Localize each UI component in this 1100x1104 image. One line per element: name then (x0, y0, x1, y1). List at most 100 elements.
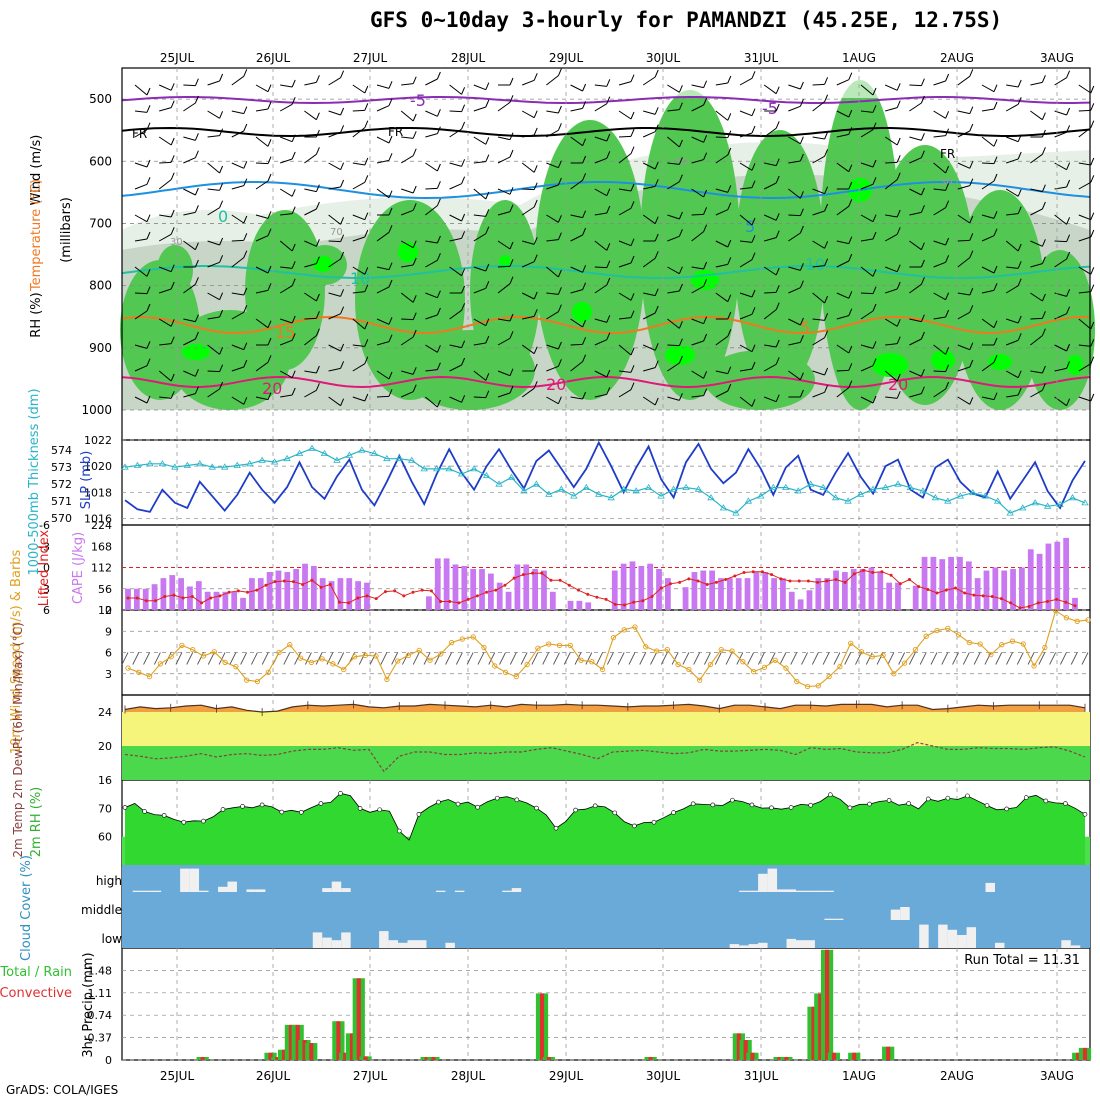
cape-bar (576, 600, 583, 610)
wind-barb-flag (485, 99, 490, 108)
wind-barb-flag (1090, 175, 1095, 183)
wind-barb (449, 266, 462, 277)
wind-barb (546, 129, 559, 138)
wind-barb (594, 318, 607, 323)
wind-barb-flag (1017, 134, 1022, 142)
wind-barb (134, 292, 148, 295)
wind-barb (522, 79, 535, 86)
wind-barb (1078, 318, 1092, 330)
wind-barb (352, 344, 365, 347)
wind-barb (788, 287, 801, 294)
lifted-index-point (126, 596, 130, 600)
wind-barb-flag (920, 205, 925, 213)
wind-barb (691, 231, 704, 242)
wind-barb-flag (606, 96, 611, 104)
wind-barb-flag (340, 179, 345, 188)
cape-bar (505, 591, 512, 610)
wind-barb-flag (291, 189, 296, 197)
surface-wind-barb (1016, 652, 1024, 665)
wind-ylabel: 10m Wind Speed (m/s) & Barbs (9, 549, 24, 754)
cape-bar (187, 586, 193, 610)
wind-barb-flag (1041, 311, 1046, 319)
wind-barb (328, 396, 341, 407)
wind-barb (860, 266, 874, 277)
wind-barb (933, 135, 946, 138)
wind-barb (667, 136, 680, 148)
wind-barb-flag (1090, 267, 1095, 275)
wind-barb (449, 162, 462, 167)
wind-barb-flag (315, 256, 320, 264)
date-label-bottom: 29JUL (549, 1069, 584, 1083)
precip-bar-convective (736, 1033, 741, 1060)
lifted-index-point (1045, 600, 1049, 603)
surface-wind-barb (671, 652, 679, 665)
precip-bar-convective (268, 1052, 273, 1060)
rh-point (632, 823, 637, 829)
surface-wind-barb (1060, 652, 1067, 665)
wind-barb (933, 162, 946, 174)
wind-speed-point (459, 636, 466, 642)
wind-barb (352, 214, 365, 221)
wind-barb-flag (461, 213, 466, 222)
wind-barb (860, 238, 874, 242)
wind-barb (909, 136, 922, 141)
surface-wind-barb (704, 652, 711, 665)
wind-barb-flag (243, 287, 248, 296)
wind-barb-flag (485, 226, 490, 234)
wind-speed-point (438, 651, 444, 657)
wind-barb-flag (388, 371, 393, 380)
wind-barb-flag (461, 159, 466, 167)
wind-barb-flag (219, 237, 224, 246)
thickness-point (894, 480, 902, 487)
wind-barb (449, 396, 462, 403)
rh-90-blob (1067, 355, 1083, 375)
wind-barb-flag (872, 269, 877, 277)
wind-barb (691, 340, 704, 346)
wind-barb-flag (872, 214, 877, 222)
wind-barb (909, 211, 922, 216)
wind-barb-flag (557, 177, 562, 186)
wind-barb-flag (969, 250, 974, 258)
precip-bar-convective (811, 1006, 816, 1060)
wind-barb (981, 84, 995, 93)
wind-barb-flag (824, 203, 829, 212)
wind-barb-flag (146, 87, 151, 96)
cloud-bar-high (777, 889, 787, 892)
wind-barb-flag (775, 121, 780, 129)
wind-barb (279, 285, 293, 294)
wind-barb (957, 130, 971, 138)
wind-barb-flag (533, 73, 538, 81)
wind-barb-flag (993, 139, 998, 147)
wind-barb-flag (678, 266, 683, 274)
lifted-index-point (687, 577, 691, 581)
thickness-point (682, 483, 690, 490)
thickness-point (283, 454, 291, 462)
wind-barb-flag (533, 127, 538, 136)
wind-speed-point (815, 683, 821, 689)
lifted-index-point (190, 595, 194, 599)
cape-bar (549, 591, 556, 610)
date-label-bottom: 31JUL (744, 1069, 779, 1083)
thickness-ytick-label: 570 (51, 512, 72, 525)
wind-barb (207, 240, 220, 246)
rh-ylabel: 2m RH (%) (29, 787, 44, 858)
wind-barb (183, 84, 196, 87)
wind-ytick-label: 6 (105, 647, 112, 660)
wind-barb (885, 107, 898, 112)
wind-barb (473, 342, 486, 346)
wind-barb-flag (678, 355, 683, 364)
lifted-index-point (1064, 600, 1068, 604)
wind-speed-point (190, 647, 196, 653)
wind-barb-flag (582, 173, 587, 181)
wind-barb-flag (364, 284, 369, 292)
wind-barb-flag (654, 251, 659, 259)
wind-barb (884, 84, 898, 91)
wind-barb-flag (146, 231, 151, 240)
wind-barb-flag (291, 134, 296, 142)
wind-barb-flag (1041, 75, 1046, 83)
rh-point (122, 805, 128, 810)
wind-barb (304, 370, 317, 374)
cloud-bar-low (388, 940, 399, 948)
wind-barb (933, 316, 946, 320)
wind-speed-point (373, 653, 379, 659)
